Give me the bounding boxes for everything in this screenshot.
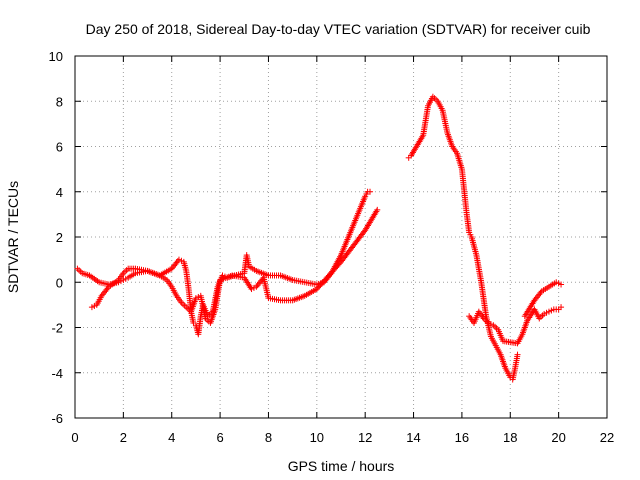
x-tick-label: 6 — [216, 430, 223, 445]
x-tick-label: 22 — [600, 430, 614, 445]
plot-frame — [74, 55, 608, 419]
x-tick-label: 8 — [265, 430, 272, 445]
data-point-upper-track — [367, 188, 374, 195]
y-tick-label: 10 — [49, 49, 63, 64]
y-tick-label: 0 — [56, 275, 63, 290]
tick-layer: 0 2 4 6 8 10 12 14 16 18 20 22 -6 -4 -2 0 2 4 6 8 10 — [49, 49, 615, 445]
x-tick-label: 4 — [168, 430, 175, 445]
data-point-lower-track — [374, 206, 381, 213]
data-marks — [74, 93, 565, 383]
x-tick-label: 12 — [358, 430, 372, 445]
x-tick-label: 20 — [551, 430, 565, 445]
y-tick-label: -6 — [51, 411, 63, 426]
data-point-post-gap-descending-track — [514, 351, 521, 358]
data-point-late-recovery-tracks — [558, 281, 565, 288]
data-point-lower-track — [361, 228, 368, 235]
y-tick-label: -4 — [51, 366, 63, 381]
y-axis-label: SDTVAR / TECUs — [5, 181, 21, 293]
y-tick-label: 6 — [56, 140, 63, 155]
data-point-late-recovery-tracks — [558, 304, 565, 311]
x-tick-label: 18 — [503, 430, 517, 445]
x-tick-label: 2 — [120, 430, 127, 445]
x-tick-label: 0 — [71, 430, 78, 445]
grid-layer — [75, 56, 607, 418]
x-tick-label: 16 — [455, 430, 469, 445]
chart-title: Day 250 of 2018, Sidereal Day-to-day VTE… — [86, 21, 591, 37]
x-tick-label: 14 — [406, 430, 420, 445]
x-tick-label: 10 — [310, 430, 324, 445]
x-axis-label: GPS time / hours — [288, 458, 395, 474]
y-tick-label: 2 — [56, 230, 63, 245]
y-tick-label: -2 — [51, 321, 63, 336]
y-tick-label: 8 — [56, 94, 63, 109]
y-tick-label: 4 — [56, 185, 63, 200]
